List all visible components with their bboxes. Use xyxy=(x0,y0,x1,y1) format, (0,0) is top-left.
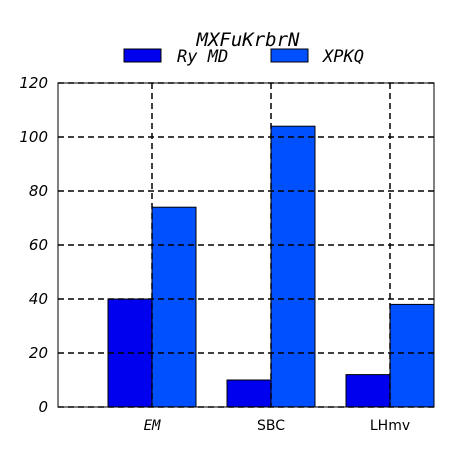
legend: Ry MD XPKQ xyxy=(123,47,364,67)
plot-frame xyxy=(57,82,435,408)
y-tick-label-100: 100 xyxy=(19,128,48,146)
bar-ry-md-sbc xyxy=(226,379,272,408)
legend-label-xpkq: XPKQ xyxy=(321,47,364,67)
legend-swatch-xpkq xyxy=(270,48,309,63)
bar-xpkq-em xyxy=(151,206,197,408)
chart-title: MXFuKrbrN xyxy=(196,29,301,51)
y-tick-label-20: 20 xyxy=(29,344,48,362)
plot-area: 0 20 40 60 80 100 120 EM SBC LHmv xyxy=(19,74,435,434)
bar-xpkq-sbc xyxy=(270,125,316,408)
x-tick-label-lhmv: LHmv xyxy=(370,418,410,434)
y-tick-label-0: 0 xyxy=(38,398,48,416)
y-tick-label-60: 60 xyxy=(29,236,48,254)
legend-label-ry-md: Ry MD xyxy=(177,47,228,67)
bar-xpkq-lhmv xyxy=(389,303,435,408)
y-tick-label-120: 120 xyxy=(19,74,48,92)
x-tick-label-em: EM xyxy=(144,418,161,434)
legend-swatch-ry-md xyxy=(123,48,162,63)
x-tick-label-sbc: SBC xyxy=(257,418,285,434)
y-tick-label-80: 80 xyxy=(29,182,48,200)
y-tick-label-40: 40 xyxy=(29,290,48,308)
bar-ry-md-lhmv xyxy=(345,374,391,408)
